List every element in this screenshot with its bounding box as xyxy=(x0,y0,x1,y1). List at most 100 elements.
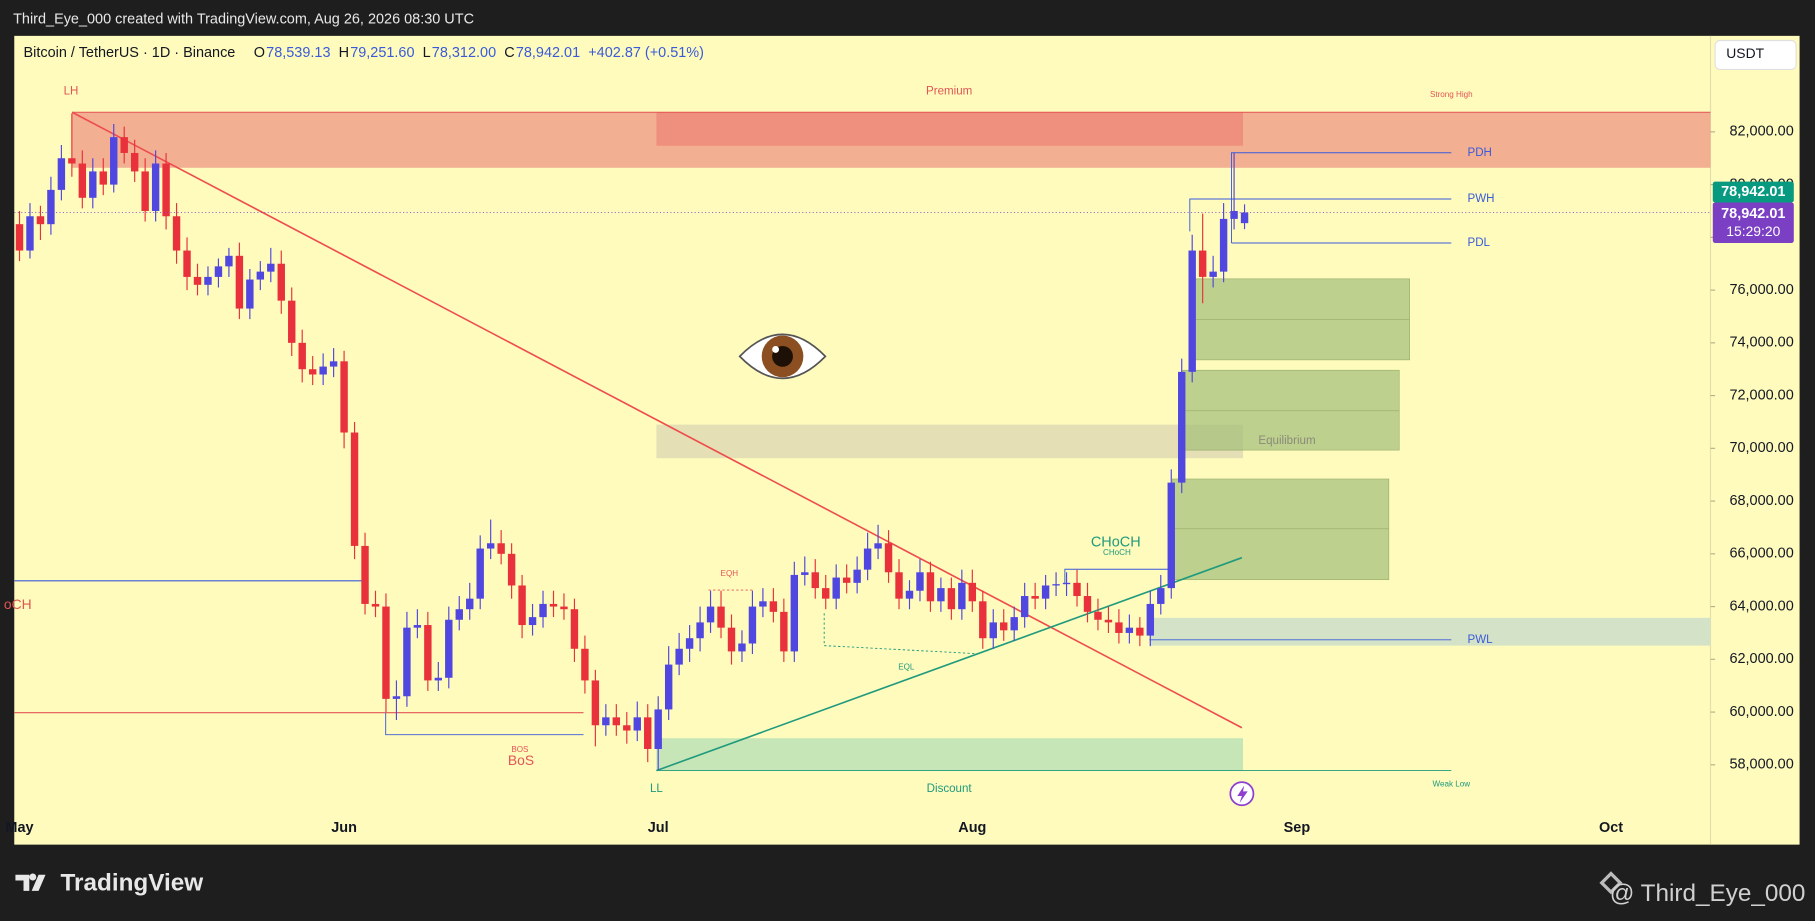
ohlc-legend: O 78,539.13 H 79,251.60 L 78,312.00 C 78,942.01… xyxy=(254,45,704,61)
candle-body xyxy=(183,250,191,277)
candle-body xyxy=(926,572,935,602)
candle-body xyxy=(706,606,715,623)
candle-body xyxy=(979,601,987,639)
legend-value: 78,942.01 xyxy=(516,45,580,61)
candle-body xyxy=(748,606,757,644)
annotation: PWL xyxy=(1468,634,1494,646)
candle-body xyxy=(1125,627,1134,633)
candle-body xyxy=(89,171,97,198)
candle-body xyxy=(1020,596,1029,618)
candle-body xyxy=(434,677,443,681)
candle-body xyxy=(99,171,107,185)
strong-high-zone xyxy=(656,112,1244,146)
currency-label[interactable]: USDT xyxy=(1726,45,1764,61)
candle-body xyxy=(57,158,66,190)
candle-body xyxy=(853,569,861,583)
candle-body xyxy=(811,572,819,589)
candle-body xyxy=(581,648,589,681)
candle-body xyxy=(193,276,202,285)
currency-button[interactable] xyxy=(1714,39,1797,71)
candle-body xyxy=(110,137,118,185)
annotation: PWH xyxy=(1468,193,1495,205)
candle-body xyxy=(130,152,139,172)
candle-body xyxy=(790,574,799,652)
candle-body xyxy=(392,696,401,699)
legend-key: C xyxy=(504,45,514,61)
candle-body xyxy=(1136,627,1144,636)
candle-body xyxy=(47,189,55,225)
candle-body xyxy=(214,266,223,277)
candle-body xyxy=(277,263,285,301)
candle-body xyxy=(958,582,966,610)
annotation: EQH xyxy=(721,569,739,578)
candle-body xyxy=(455,609,463,620)
legend-change: +402.87 (+0.51%) xyxy=(588,45,704,61)
candle-body xyxy=(759,601,767,607)
candle-body xyxy=(1083,596,1092,612)
candle-body xyxy=(560,606,568,610)
candle-body xyxy=(644,717,652,749)
legend-value: 78,539.13 xyxy=(266,45,330,61)
y-tick-label: 76,000.00 xyxy=(1729,282,1793,298)
y-tick-label: 70,000.00 xyxy=(1729,440,1793,456)
y-tick-label: 62,000.00 xyxy=(1729,651,1793,667)
candle-body xyxy=(1209,271,1217,277)
symbol-title: Bitcoin / TetherUS · 1D · Binance xyxy=(24,45,236,61)
candle-body xyxy=(497,543,505,554)
annotation: EQL xyxy=(898,663,915,672)
candle-body xyxy=(822,588,830,599)
annotation: Weak Low xyxy=(1433,780,1471,789)
legend-key: H xyxy=(339,45,349,61)
bos-line xyxy=(385,712,584,736)
annotation: oCH xyxy=(4,596,32,612)
candle-body xyxy=(1041,585,1050,599)
candle-body xyxy=(989,622,997,639)
x-tick-label: Jul xyxy=(648,820,669,836)
candle-body xyxy=(486,543,495,549)
candle-body xyxy=(78,163,87,198)
candles xyxy=(14,113,1711,771)
candle-body xyxy=(235,255,244,309)
annotations: LH Premium Strong High PDH PWH PDL PWL E… xyxy=(4,85,1495,795)
annotation: Equilibrium xyxy=(1258,435,1315,447)
candle-body xyxy=(937,588,945,602)
glint xyxy=(772,345,780,353)
candle-body xyxy=(780,611,788,652)
candle-body xyxy=(549,603,558,607)
candle-body xyxy=(675,648,683,665)
candle-body xyxy=(1146,603,1155,636)
candle-body xyxy=(884,543,893,573)
candle-body xyxy=(832,577,840,599)
candle-body xyxy=(1062,582,1071,585)
candle-body xyxy=(1094,611,1102,620)
candle-body xyxy=(1198,250,1207,277)
candle-body xyxy=(874,543,882,549)
candle-body xyxy=(15,224,24,251)
candle-body xyxy=(424,625,432,681)
trend-line xyxy=(71,111,1243,729)
eye-icon xyxy=(738,333,827,380)
candle-body xyxy=(528,617,537,626)
candle-body xyxy=(413,625,422,628)
annotation: LH xyxy=(64,85,79,97)
candle-body xyxy=(329,361,338,367)
candle-body xyxy=(361,545,369,604)
caption: Third_Eye_000 created with TradingView.c… xyxy=(13,11,474,27)
brand: TradingView xyxy=(61,869,204,896)
annotation: Premium xyxy=(926,85,972,97)
candle-body xyxy=(141,171,149,211)
price-tags: 78,942.01 78,942.01 15:29:20 xyxy=(1712,181,1794,243)
candle-body xyxy=(507,553,516,586)
candle-body xyxy=(654,709,662,749)
candle-body xyxy=(371,603,380,607)
candle-body xyxy=(36,216,45,225)
candle-body xyxy=(319,366,327,375)
x-tick-label: Aug xyxy=(958,820,986,836)
y-tick-label: 66,000.00 xyxy=(1729,546,1793,562)
event-icon[interactable] xyxy=(1229,781,1255,807)
x-tick-label: Sep xyxy=(1284,820,1311,836)
annotation: PDH xyxy=(1468,147,1492,159)
legend-key: L xyxy=(423,45,431,61)
y-tick-label: 68,000.00 xyxy=(1729,493,1793,509)
candle-body xyxy=(1167,482,1175,589)
